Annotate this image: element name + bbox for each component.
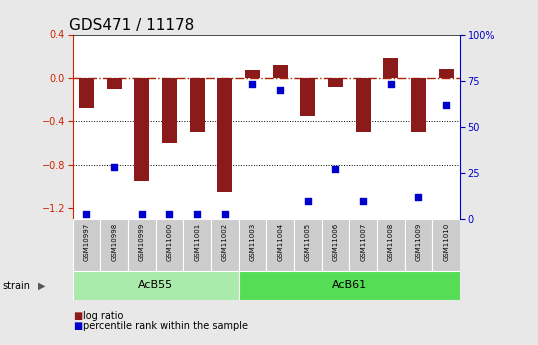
Bar <box>73 219 100 271</box>
Text: GSM11000: GSM11000 <box>166 223 173 262</box>
Point <box>359 198 367 204</box>
Point <box>165 211 174 216</box>
Point <box>82 211 91 216</box>
Text: GSM11001: GSM11001 <box>194 223 200 262</box>
Text: GSM10998: GSM10998 <box>111 223 117 262</box>
Bar <box>134 78 150 181</box>
Bar <box>438 69 454 78</box>
Point <box>248 81 257 87</box>
Bar <box>294 219 322 271</box>
Bar <box>211 219 239 271</box>
Point <box>276 87 285 93</box>
Bar <box>322 219 349 271</box>
Bar <box>245 70 260 78</box>
Point <box>138 211 146 216</box>
Point <box>110 165 118 170</box>
Text: GSM11006: GSM11006 <box>332 223 338 262</box>
Bar <box>239 219 266 271</box>
Text: GSM11005: GSM11005 <box>305 223 311 262</box>
Bar <box>273 65 288 78</box>
Text: ■: ■ <box>73 312 82 321</box>
Bar <box>266 219 294 271</box>
Bar <box>328 78 343 87</box>
Bar <box>377 219 405 271</box>
Text: AcB55: AcB55 <box>138 280 173 290</box>
Point <box>221 211 229 216</box>
Text: GSM11004: GSM11004 <box>277 223 283 262</box>
Bar <box>383 58 399 78</box>
Bar <box>73 271 239 300</box>
Bar <box>128 219 155 271</box>
Bar <box>300 78 315 116</box>
Text: GSM10997: GSM10997 <box>83 223 89 262</box>
Point <box>303 198 312 204</box>
Bar <box>356 78 371 132</box>
Point <box>331 167 340 172</box>
Point <box>414 194 423 200</box>
Text: GSM11009: GSM11009 <box>415 223 421 262</box>
Text: ■: ■ <box>73 321 82 331</box>
Bar <box>411 78 426 132</box>
Text: GSM11003: GSM11003 <box>250 223 256 262</box>
Bar <box>349 219 377 271</box>
Bar <box>183 219 211 271</box>
Text: AcB61: AcB61 <box>332 280 367 290</box>
Bar <box>155 219 183 271</box>
Bar <box>433 219 460 271</box>
Point <box>386 81 395 87</box>
Bar <box>239 271 460 300</box>
Point <box>442 102 450 107</box>
Text: log ratio: log ratio <box>83 312 124 321</box>
Text: percentile rank within the sample: percentile rank within the sample <box>83 321 249 331</box>
Point <box>193 211 201 216</box>
Bar <box>162 78 177 143</box>
Text: GDS471 / 11178: GDS471 / 11178 <box>69 18 194 33</box>
Text: GSM11010: GSM11010 <box>443 223 449 262</box>
Text: GSM11002: GSM11002 <box>222 223 228 262</box>
Text: GSM11007: GSM11007 <box>360 223 366 262</box>
Bar <box>217 78 232 192</box>
Text: strain: strain <box>3 281 31 290</box>
Text: GSM11008: GSM11008 <box>388 223 394 262</box>
Text: ▶: ▶ <box>38 281 46 290</box>
Text: GSM10999: GSM10999 <box>139 223 145 262</box>
Bar <box>100 219 128 271</box>
Bar <box>189 78 205 132</box>
Bar <box>405 219 433 271</box>
Bar <box>79 78 94 108</box>
Bar <box>107 78 122 89</box>
